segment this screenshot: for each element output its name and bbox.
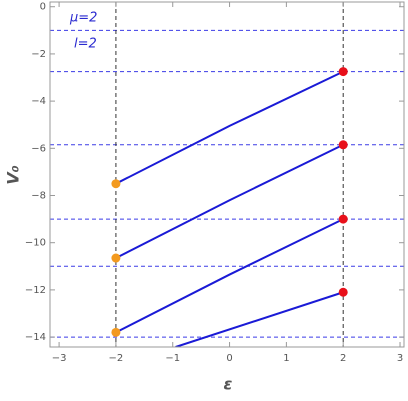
x-tick-label: −2 (109, 353, 124, 364)
frame (49, 1, 405, 348)
point (111, 253, 121, 263)
x-tick-label: 2 (340, 353, 346, 364)
x-tick-label: −1 (165, 353, 180, 364)
x-tick-label: 3 (397, 353, 403, 364)
annotation: l=2 (74, 37, 97, 52)
x-tick-label: 1 (283, 353, 289, 364)
y-tick-label: 0 (40, 2, 46, 13)
y-tick-label: −12 (25, 285, 46, 296)
line (115, 143, 344, 259)
line (115, 218, 344, 334)
x-tick-label: 0 (226, 353, 232, 364)
y-tick-label: −2 (31, 49, 46, 60)
x-tick-label: −3 (52, 353, 67, 364)
y-tick-label: −14 (25, 332, 46, 343)
x-axis-label: ε (224, 375, 233, 394)
point (338, 214, 348, 224)
point (111, 179, 121, 189)
annotation: μ=2 (69, 11, 97, 26)
y-tick-label: −4 (31, 96, 46, 107)
y-tick-label: −6 (31, 143, 46, 154)
point (338, 67, 348, 77)
line (115, 70, 344, 185)
y-tick-label: −10 (25, 238, 46, 249)
line (175, 291, 344, 347)
y-axis-label: V₀ (4, 165, 23, 184)
point (338, 140, 348, 150)
point (111, 327, 121, 337)
plot-area (50, 2, 404, 347)
point (338, 287, 348, 297)
y-tick-label: −8 (31, 191, 46, 202)
